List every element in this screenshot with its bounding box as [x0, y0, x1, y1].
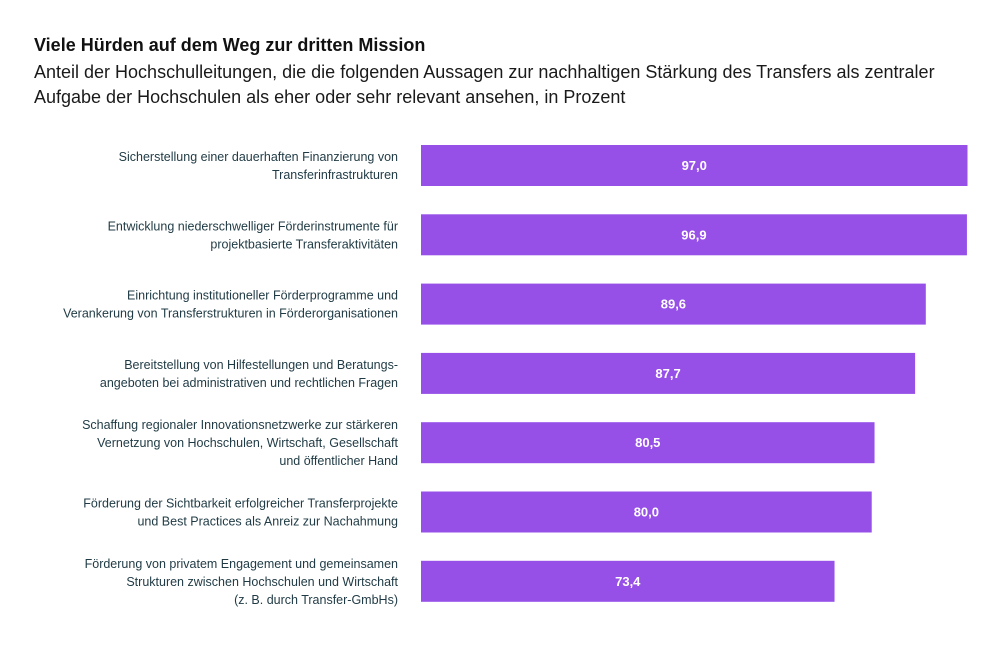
- bar-group: 97,0 Sicherstellung einer dauerhaften Fin…: [119, 145, 968, 186]
- category-label: Schaffung regionaler Innovationsnetzwerk…: [82, 418, 398, 468]
- bar-group: 96,9 Entwicklung niederschwelliger Förder…: [108, 214, 967, 256]
- bar: [421, 491, 872, 533]
- chart-title: Viele Hürden auf dem Weg zur dritten Mis…: [34, 35, 426, 55]
- bar-value-label: 80,0: [634, 505, 659, 520]
- category-label: Sicherstellung einer dauerhaften Finanzi…: [119, 150, 398, 182]
- category-label-line: (z. B. durch Transfer-GmbHs): [234, 593, 398, 607]
- chart-subtitle: Anteil der Hochschulleitungen, die die f…: [34, 62, 935, 107]
- bar-value-label: 97,0: [682, 158, 707, 173]
- category-label-line: Bereitstellung von Hilfestellungen und B…: [124, 358, 398, 372]
- category-label: Förderung der Sichtbarkeit erfolgreicher…: [83, 497, 398, 529]
- category-label: Entwicklung niederschwelliger Förderinst…: [108, 219, 398, 251]
- bar-group: 89,6 Einrichtung institutioneller Förderp…: [63, 283, 926, 325]
- category-label-line: Vernetzung von Hochschulen, Wirtschaft, …: [97, 436, 398, 450]
- category-label: Bereitstellung von Hilfestellungen und B…: [100, 358, 398, 390]
- category-label-line: Verankerung von Transferstrukturen in Fö…: [63, 307, 398, 321]
- category-label-line: projektbasierte Transferaktivitäten: [210, 237, 398, 251]
- category-label-line: und öffentlicher Hand: [279, 454, 398, 468]
- category-label-line: Einrichtung institutioneller Förderprogr…: [127, 289, 398, 303]
- category-label: Förderung von privatem Engagement und ge…: [85, 557, 399, 607]
- category-label-line: Sicherstellung einer dauerhaften Finanzi…: [119, 150, 398, 164]
- category-label-line: und Best Practices als Anreiz zur Nachah…: [137, 515, 398, 529]
- category-label: Einrichtung institutioneller Förderprogr…: [63, 289, 398, 321]
- category-label-line: Strukturen zwischen Hochschulen und Wirt…: [126, 575, 398, 589]
- bar: [421, 283, 926, 325]
- bar-value-label: 89,6: [661, 297, 686, 312]
- bar-group: 73,4 Förderung von privatem Engagement un…: [85, 557, 835, 607]
- bar-group: 80,0 Förderung der Sichtbarkeit erfolgrei…: [83, 491, 872, 533]
- bar-group: 80,5 Schaffung regionaler Innovationsnetz…: [82, 418, 875, 468]
- bar: [421, 560, 835, 602]
- category-label-line: Entwicklung niederschwelliger Förderinst…: [108, 219, 398, 233]
- bar-value-label: 80,5: [635, 435, 660, 450]
- category-label-line: angeboten bei administrativen und rechtl…: [100, 376, 398, 390]
- bar-value-label: 87,7: [655, 366, 680, 381]
- bar-value-label: 96,9: [681, 227, 706, 242]
- bar: [421, 422, 875, 464]
- category-label-line: Förderung der Sichtbarkeit erfolgreicher…: [83, 497, 398, 511]
- bar-group: 87,7 Bereitstellung von Hilfestellungen u…: [100, 352, 916, 394]
- bar-value-label: 73,4: [615, 574, 641, 589]
- category-label-line: Transferinfrastrukturen: [272, 168, 398, 182]
- bar: [421, 214, 967, 256]
- bar: [421, 145, 968, 186]
- bar: [421, 352, 916, 394]
- category-label-line: Schaffung regionaler Innovationsnetzwerk…: [82, 418, 398, 432]
- category-label-line: Förderung von privatem Engagement und ge…: [85, 557, 398, 571]
